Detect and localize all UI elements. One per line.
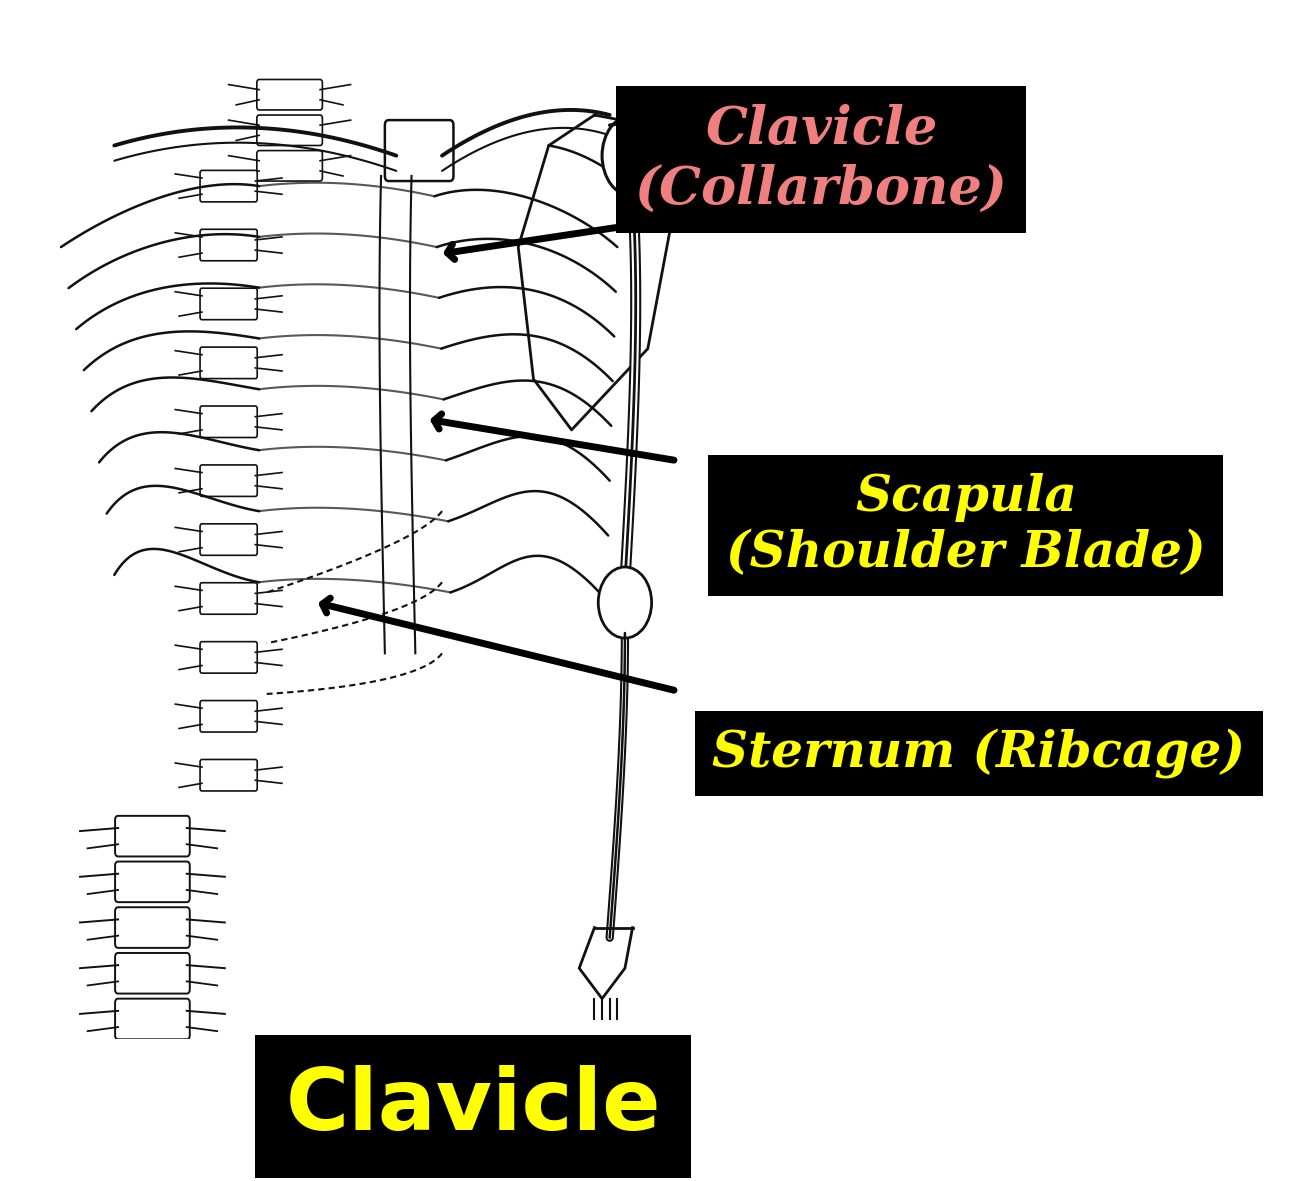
FancyBboxPatch shape bbox=[385, 120, 453, 181]
Text: Scapula
(Shoulder Blade): Scapula (Shoulder Blade) bbox=[725, 472, 1206, 579]
Circle shape bbox=[602, 115, 664, 196]
FancyBboxPatch shape bbox=[200, 582, 258, 614]
FancyBboxPatch shape bbox=[200, 170, 258, 202]
FancyBboxPatch shape bbox=[256, 115, 322, 145]
FancyBboxPatch shape bbox=[200, 347, 258, 379]
Text: Clavicle: Clavicle bbox=[285, 1065, 661, 1148]
FancyBboxPatch shape bbox=[116, 862, 189, 902]
Text: Clavicle
(Collarbone): Clavicle (Collarbone) bbox=[635, 104, 1008, 215]
Text: Sternum (Ribcage): Sternum (Ribcage) bbox=[712, 729, 1246, 778]
FancyBboxPatch shape bbox=[256, 79, 322, 110]
Circle shape bbox=[598, 567, 652, 638]
FancyBboxPatch shape bbox=[116, 907, 189, 948]
FancyBboxPatch shape bbox=[116, 953, 189, 993]
FancyBboxPatch shape bbox=[200, 229, 258, 261]
FancyBboxPatch shape bbox=[200, 465, 258, 496]
FancyBboxPatch shape bbox=[200, 524, 258, 555]
FancyBboxPatch shape bbox=[200, 288, 258, 320]
FancyBboxPatch shape bbox=[200, 406, 258, 437]
FancyBboxPatch shape bbox=[200, 759, 258, 791]
FancyBboxPatch shape bbox=[200, 700, 258, 732]
FancyBboxPatch shape bbox=[116, 999, 189, 1039]
FancyBboxPatch shape bbox=[200, 641, 258, 673]
FancyBboxPatch shape bbox=[256, 151, 322, 181]
FancyBboxPatch shape bbox=[116, 816, 189, 856]
